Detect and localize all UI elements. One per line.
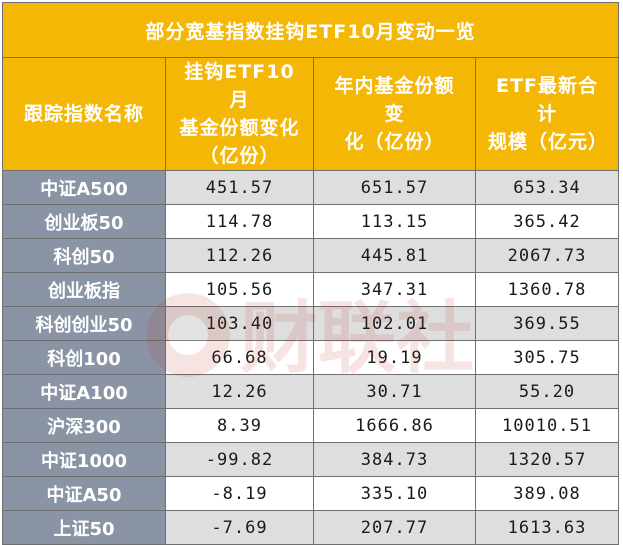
index-name-cell: 创业板50 [2,204,166,239]
table-row: 科创50 112.26 445.81 2067.73 [2,238,619,273]
oct-change-cell: 66.68 [165,340,314,375]
table-row: 创业板50 114.78 113.15 365.42 [2,204,619,239]
header-line: 规模（亿元） [488,131,609,153]
header-line: 跟踪指数名称 [23,103,144,125]
oct-change-cell: 12.26 [165,374,314,409]
etf-scale-cell: 55.20 [475,374,619,409]
index-name-cell: 中证A100 [2,374,166,409]
etf-scale-cell: 653.34 [475,170,619,205]
oct-change-cell: 451.57 [165,170,314,205]
ytd-change-cell: 651.57 [313,170,476,205]
index-name-cell: 上证50 [2,510,166,545]
ytd-change-cell: 335.10 [313,476,476,511]
oct-change-cell: 105.56 [165,272,314,307]
header-line: 挂钩ETF10月 [184,61,295,111]
oct-change-cell: 114.78 [165,204,314,239]
header-line: （亿份） [199,145,280,167]
table-row: 中证A50 -8.19 335.10 389.08 [2,476,619,511]
ytd-change-cell: 30.71 [313,374,476,409]
oct-change-cell: 112.26 [165,238,314,273]
oct-change-cell: -8.19 [165,476,314,511]
table-title: 部分宽基指数挂钩ETF10月变动一览 [2,2,619,58]
etf-scale-cell: 2067.73 [475,238,619,273]
table-row: 沪深300 8.39 1666.86 10010.51 [2,408,619,443]
ytd-change-cell: 113.15 [313,204,476,239]
index-name-cell: 中证A50 [2,476,166,511]
oct-change-cell: 103.40 [165,306,314,341]
index-name-cell: 中证A500 [2,170,166,205]
index-name-cell: 科创100 [2,340,166,375]
table-row: 科创创业50 103.40 102.01 369.55 [2,306,619,341]
table-row: 创业板指 105.56 347.31 1360.78 [2,272,619,307]
table-row: 上证50 -7.69 207.77 1613.63 [2,510,619,545]
oct-change-cell: -7.69 [165,510,314,545]
table-row: 中证1000 -99.82 384.73 1320.57 [2,442,619,477]
col-header-oct-change: 挂钩ETF10月基金份额变化 （亿份） [165,57,314,171]
table-row: 科创100 66.68 19.19 305.75 [2,340,619,375]
col-header-ytd-change: 年内基金份额变化（亿份） [313,57,476,171]
ytd-change-cell: 445.81 [313,238,476,273]
index-name-cell: 科创50 [2,238,166,273]
ytd-change-cell: 102.01 [313,306,476,341]
ytd-change-cell: 384.73 [313,442,476,477]
ytd-change-cell: 19.19 [313,340,476,375]
index-name-cell: 中证1000 [2,442,166,477]
index-name-cell: 沪深300 [2,408,166,443]
header-line: 基金份额变化 [179,117,300,139]
oct-change-cell: 8.39 [165,408,314,443]
etf-scale-cell: 369.55 [475,306,619,341]
index-name-cell: 科创创业50 [2,306,166,341]
etf-scale-cell: 365.42 [475,204,619,239]
etf-scale-cell: 1360.78 [475,272,619,307]
table-row: 中证A500 451.57 651.57 653.34 [2,170,619,205]
ytd-change-cell: 347.31 [313,272,476,307]
col-header-etf-scale: ETF最新合计规模（亿元） [475,57,619,171]
index-name-cell: 创业板指 [2,272,166,307]
col-header-index-name: 跟踪指数名称 [2,57,166,171]
header-line: ETF最新合计 [496,75,598,125]
etf-scale-cell: 10010.51 [475,408,619,443]
etf-scale-cell: 1613.63 [475,510,619,545]
header-line: 化（亿份） [344,131,445,153]
table-row: 中证A100 12.26 30.71 55.20 [2,374,619,409]
header-line: 年内基金份额变 [334,75,455,125]
etf-scale-cell: 305.75 [475,340,619,375]
etf-scale-cell: 1320.57 [475,442,619,477]
ytd-change-cell: 1666.86 [313,408,476,443]
etf-scale-cell: 389.08 [475,476,619,511]
ytd-change-cell: 207.77 [313,510,476,545]
oct-change-cell: -99.82 [165,442,314,477]
